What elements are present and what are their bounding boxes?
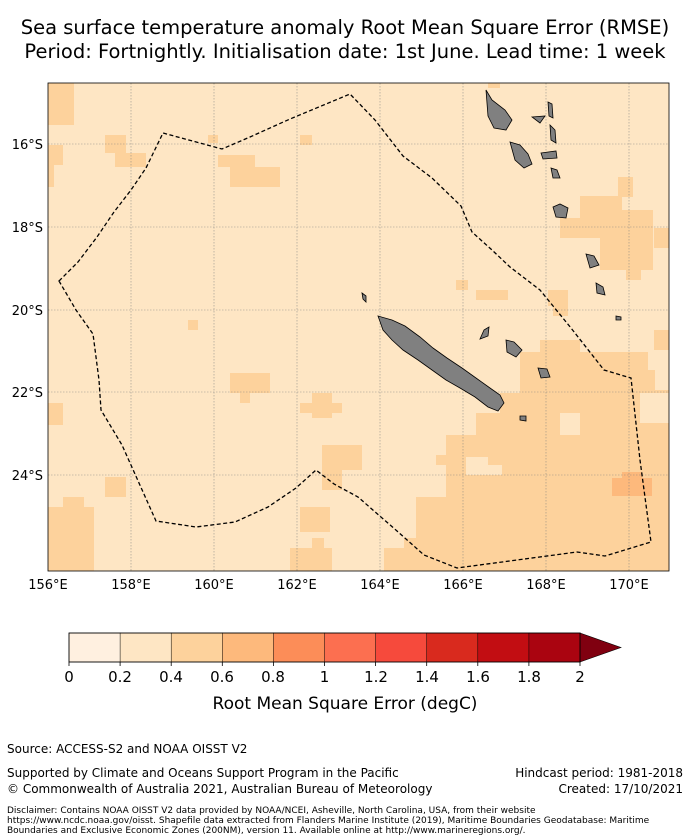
colorbar-tick-label: 1.8 — [517, 668, 541, 686]
lon-tick-label: 164°E — [360, 578, 400, 593]
map-gridlines — [48, 83, 669, 571]
vanuatu-pentecost — [549, 123, 557, 144]
map-figure: 156°E 158°E 160°E 162°E 164°E 166°E 168°… — [12, 82, 670, 714]
lon-tick-label: 160°E — [194, 578, 234, 593]
vanuatu-ambrym — [540, 150, 558, 160]
vanuatu-malekula — [509, 141, 533, 169]
lat-tick-label: 16°S — [12, 138, 43, 153]
maritime-boundary — [58, 93, 652, 569]
colorbar-cell — [273, 632, 326, 663]
figure-title-line1: Sea surface temperature anomaly Root Mea… — [20, 16, 670, 39]
colorbar-tick-label: 1.2 — [364, 668, 388, 686]
colorbar-tick-label: 0 — [64, 668, 74, 686]
new-caledonia-island — [377, 315, 505, 412]
colorbar-tick-label: 0.6 — [210, 668, 234, 686]
colorbar-cell — [119, 632, 172, 663]
lat-tick-label: 22°S — [12, 386, 43, 401]
colorbar-cells — [68, 632, 581, 663]
map-frame — [47, 82, 670, 572]
rmse-lower-patches — [466, 350, 669, 475]
lon-tick-label: 166°E — [443, 578, 483, 593]
colorbar-extend-arrow — [579, 632, 622, 663]
colorbar-cell — [375, 632, 428, 663]
latitude-tick-labels: 16°S 18°S 20°S 22°S 24°S — [12, 138, 43, 484]
lon-tick-label: 156°E — [28, 578, 68, 593]
colorbar-cell — [528, 632, 581, 663]
vanuatu-tanna — [595, 282, 606, 296]
colorbar-tick-label: 0.2 — [108, 668, 132, 686]
figure-title-line2: Period: Fortnightly. Initialisation date… — [24, 40, 666, 63]
lat-tick-label: 20°S — [12, 304, 43, 319]
lon-tick-label: 170°E — [609, 578, 649, 593]
lon-tick-label: 168°E — [526, 578, 566, 593]
isle-of-pines-island — [519, 415, 527, 422]
vanuatu-espiritu-santo — [485, 89, 513, 131]
lon-tick-label: 162°E — [277, 578, 317, 593]
colorbar-cell — [477, 632, 530, 663]
belep-islands — [361, 292, 367, 303]
colorbar-cell — [68, 632, 121, 663]
colorbar-ticks — [68, 662, 581, 666]
disclaimer-text: Disclaimer: Contains NOAA OISST V2 data … — [7, 806, 650, 836]
colorbar-cell — [426, 632, 479, 663]
vanuatu-efate — [552, 203, 569, 219]
created-date-text: Created: 17/10/2021 — [558, 782, 683, 796]
loyalty-islands-mare — [537, 367, 551, 379]
rmse-highest-cells — [612, 472, 652, 496]
colorbar-cell — [222, 632, 275, 663]
loyalty-islands-ouvea — [479, 326, 490, 340]
vanuatu-ambae — [530, 115, 546, 124]
lon-tick-label: 158°E — [111, 578, 151, 593]
colorbar-tick-label: 1.6 — [466, 668, 490, 686]
copyright-text: © Commonwealth of Australia 2021, Austra… — [7, 782, 433, 796]
vanuatu-maewo — [547, 101, 554, 119]
hindcast-period-text: Hindcast period: 1981-2018 — [515, 766, 683, 780]
loyalty-islands-lifou — [505, 339, 523, 358]
colorbar-tick-label: 1 — [320, 668, 330, 686]
colorbar-tick-label: 1.4 — [415, 668, 439, 686]
colorbar-tick-labels: 0 0.2 0.4 0.6 0.8 1 1.2 1.4 1.6 1.8 2 — [64, 668, 585, 686]
land-masses — [361, 89, 622, 422]
rmse-higher-cells — [48, 83, 669, 571]
colorbar-tick-label: 0.4 — [159, 668, 183, 686]
vanuatu-erromango — [585, 253, 600, 269]
lat-tick-label: 18°S — [12, 221, 43, 236]
vanuatu-aneityum — [615, 315, 622, 321]
colorbar-cell — [170, 632, 224, 663]
source-text: Source: ACCESS-S2 and NOAA OISST V2 — [7, 742, 248, 756]
vanuatu-epi — [550, 167, 561, 179]
colorbar-tick-label: 0.8 — [261, 668, 285, 686]
longitude-tick-labels: 156°E 158°E 160°E 162°E 164°E 166°E 168°… — [28, 578, 649, 593]
colorbar-cell — [324, 632, 377, 663]
support-text: Supported by Climate and Oceans Support … — [7, 766, 399, 780]
colorbar: 0 0.2 0.4 0.6 0.8 1 1.2 1.4 1.6 1.8 2 Ro… — [64, 632, 622, 714]
colorbar-tick-label: 2 — [575, 668, 585, 686]
lat-tick-label: 24°S — [12, 469, 43, 484]
colorbar-title: Root Mean Square Error (degC) — [213, 694, 478, 714]
